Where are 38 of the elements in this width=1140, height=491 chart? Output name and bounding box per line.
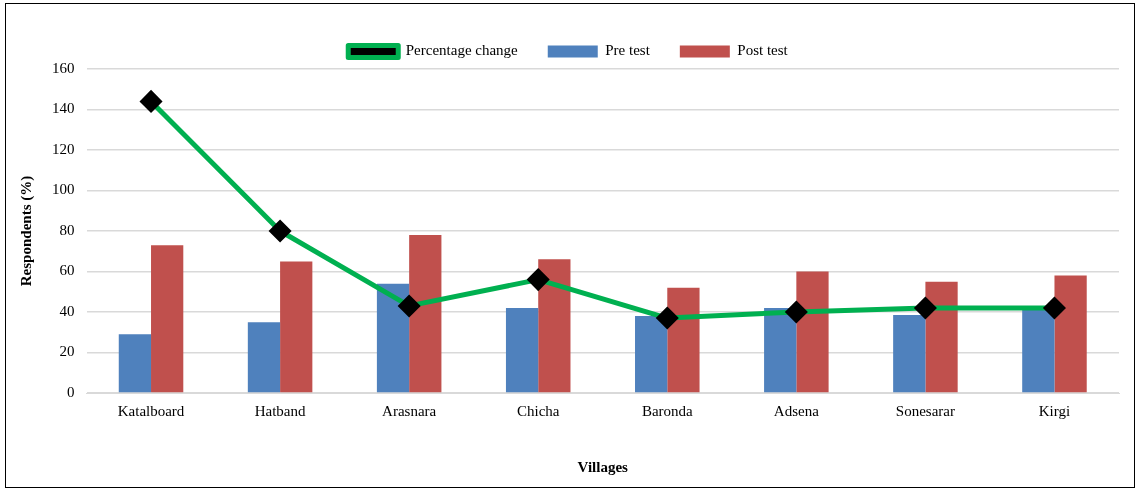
bar	[635, 316, 668, 393]
bar	[667, 287, 700, 393]
x-tick-label: Katalboard	[117, 402, 185, 419]
y-tick-label: 20	[59, 343, 75, 360]
x-axis-title: Villages	[577, 458, 629, 475]
x-tick-label: Arasnara	[382, 402, 437, 419]
bar	[247, 322, 281, 393]
legend-label: Post test	[737, 42, 789, 59]
x-tick-label: Sonesarar	[895, 402, 955, 419]
y-tick-label: 40	[59, 302, 75, 319]
y-tick-label: 140	[52, 100, 75, 117]
x-tick-label: Kirgi	[1038, 402, 1071, 419]
bar	[151, 245, 184, 393]
bar	[764, 307, 797, 393]
x-tick-label: Hatband	[254, 402, 306, 419]
x-tick-label: Adsena	[773, 402, 820, 419]
y-tick-label: 0	[67, 383, 75, 400]
bar	[505, 307, 539, 393]
y-tick-label: 160	[52, 59, 75, 76]
bar	[538, 259, 571, 393]
x-tick-label: Chicha	[516, 402, 560, 419]
bar	[409, 235, 442, 393]
bar	[280, 261, 313, 393]
legend-label: Pre test	[605, 42, 651, 59]
bar	[118, 334, 152, 393]
y-tick-label: 60	[59, 262, 75, 279]
y-tick-label: 80	[59, 221, 75, 238]
x-tick-label: Baronda	[641, 402, 694, 419]
legend-label: Percentage change	[405, 42, 519, 59]
y-tick-label: 120	[52, 140, 75, 157]
y-axis-title: Respondents (%)	[17, 175, 35, 287]
bar	[925, 281, 958, 393]
y-tick-label: 100	[52, 181, 75, 198]
bar	[893, 315, 926, 393]
bar	[796, 271, 829, 393]
bar	[1054, 275, 1087, 393]
bar	[376, 283, 410, 393]
bar	[1022, 309, 1055, 393]
